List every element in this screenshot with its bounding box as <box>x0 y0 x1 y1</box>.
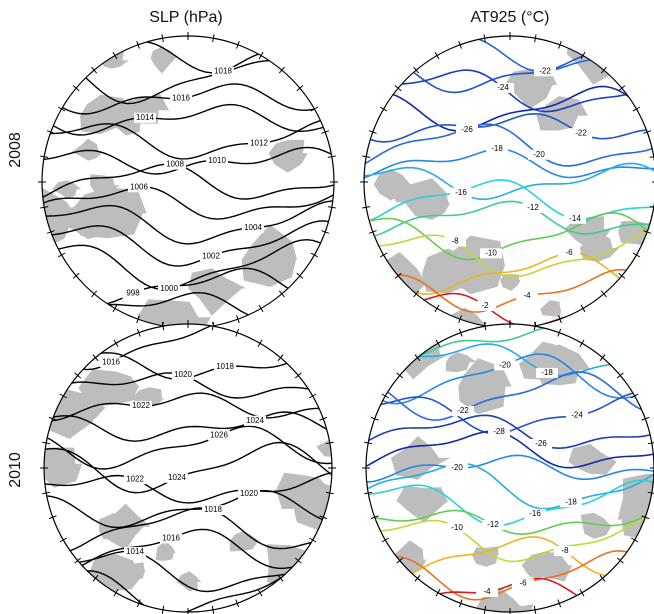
contour-label: 1014 <box>126 547 144 556</box>
ocean <box>42 36 334 328</box>
contour-label: 1006 <box>130 182 148 191</box>
contour-label: -28 <box>493 427 505 436</box>
row-label: 2008 <box>7 132 24 168</box>
contour-label: -18 <box>541 368 553 377</box>
contour-label: 1002 <box>202 251 220 260</box>
contour-label: -22 <box>457 406 469 415</box>
contour-label: -22 <box>539 66 551 75</box>
contour-label: 1024 <box>246 416 264 425</box>
column-title: SLP (hPa) <box>149 9 223 26</box>
contour-label: -16 <box>455 188 467 197</box>
contour-label: -20 <box>451 463 463 472</box>
contour-label: 1016 <box>172 93 190 102</box>
contour-label: -4 <box>483 587 491 596</box>
contour-label: -26 <box>535 439 547 448</box>
contour-label: 1020 <box>174 370 192 379</box>
contour-label: -10 <box>451 523 463 532</box>
contour-label: -20 <box>499 360 511 369</box>
contour-label: 1016 <box>162 534 180 543</box>
contour-label: -18 <box>565 497 577 506</box>
contour-label: 1024 <box>168 473 186 482</box>
row-label: 2010 <box>7 452 24 488</box>
contour-label: 1026 <box>210 431 228 440</box>
contour-label: -14 <box>569 214 581 223</box>
contour-label: 1004 <box>244 223 262 232</box>
contour-label: -4 <box>523 291 531 300</box>
contour-label: 1000 <box>160 284 178 293</box>
contour-label: 1018 <box>216 362 234 371</box>
contour-label: 1008 <box>166 160 184 169</box>
contour-label: 1014 <box>136 113 154 122</box>
contour-label: 1012 <box>250 138 268 147</box>
contour-label: -6 <box>565 248 573 257</box>
map-panel <box>2 36 337 348</box>
contour-label: 1022 <box>132 401 150 410</box>
contour-label: -24 <box>571 411 583 420</box>
contour-label: 1018 <box>214 67 232 76</box>
contour-label: -12 <box>527 203 539 212</box>
contour-label: 998 <box>126 288 140 297</box>
contour-label: -2 <box>481 301 489 310</box>
contour-label: 1010 <box>208 156 226 165</box>
contour-label: -8 <box>451 237 459 246</box>
contour-label: -20 <box>533 150 545 159</box>
contour-label: 1022 <box>126 474 144 483</box>
contour-label: -26 <box>461 125 473 134</box>
contour-label: -10 <box>485 248 497 257</box>
contour-label: 1018 <box>204 505 222 514</box>
contour-label: 1016 <box>102 357 120 366</box>
contour-label: -6 <box>519 578 527 587</box>
contour-label: -18 <box>491 144 503 153</box>
contour-label: -16 <box>529 509 541 518</box>
contour-label: -24 <box>497 83 509 92</box>
contour-label: -22 <box>575 128 587 137</box>
map-panel <box>33 321 350 614</box>
figure: SLP (hPa) AT925 (°C) 2008 2010 1018 1016 1… <box>0 0 654 614</box>
contour-label: 1020 <box>240 489 258 498</box>
contour-label: -12 <box>487 520 499 529</box>
contour-label: -8 <box>561 546 569 555</box>
column-title: AT925 (°C) <box>470 9 549 26</box>
